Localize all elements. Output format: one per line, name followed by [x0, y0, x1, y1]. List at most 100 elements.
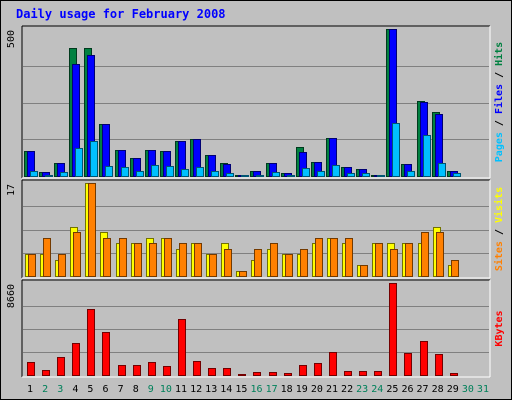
bar-pages-day-27 [423, 135, 431, 177]
series-legend-label: Pages / Files / Hits [493, 42, 505, 162]
bar-sites-day-17 [270, 243, 278, 277]
x-tick-label-day-4: 4 [72, 384, 78, 395]
bar-pages-day-5 [90, 141, 98, 177]
bar-pages-day-2 [45, 175, 53, 177]
bar-kbytes-day-26 [404, 353, 412, 376]
x-tick-label-day-12: 12 [190, 384, 202, 395]
bar-sites-day-15 [239, 271, 247, 277]
y-max-label: 500 [6, 30, 17, 48]
panel-hits-files-pages: 500 Pages / Files / Hits [6, 25, 505, 179]
legend-visits: Visits [493, 187, 505, 223]
bar-pages-day-8 [136, 171, 144, 177]
bar-sites-day-8 [134, 243, 142, 277]
bar-kbytes-day-1 [27, 362, 35, 376]
bar-sites-day-11 [179, 243, 187, 277]
panel-visits-sites: 17 Sites / Visits [6, 179, 505, 279]
legend-sites: Sites [493, 241, 505, 271]
bar-sites-day-2 [43, 238, 51, 277]
bar-kbytes-day-8 [133, 365, 141, 376]
bar-kbytes-day-6 [102, 332, 110, 376]
bar-pages-day-14 [226, 173, 234, 177]
bar-pages-day-10 [166, 166, 174, 177]
legend-pages: Pages [494, 132, 505, 162]
bar-pages-day-16 [256, 175, 264, 177]
bar-pages-day-26 [407, 171, 415, 177]
bar-kbytes-day-2 [42, 370, 50, 376]
bar-sites-day-18 [285, 254, 293, 277]
bar-kbytes-day-23 [359, 371, 367, 376]
bar-sites-day-29 [451, 260, 459, 277]
x-tick-label-day-7: 7 [118, 384, 124, 395]
legend-files: Files [493, 84, 505, 114]
bar-kbytes-day-9 [148, 362, 156, 376]
bar-sites-day-26 [405, 243, 413, 277]
x-tick-label-day-15: 15 [235, 384, 247, 395]
legend-kbytes: KBytes [494, 310, 505, 346]
x-tick-label-day-6: 6 [103, 384, 109, 395]
x-tick-label-day-23: 23 [356, 384, 368, 395]
bar-sites-day-20 [315, 238, 323, 277]
bar-sites-day-3 [58, 254, 66, 277]
bar-pages-day-25 [392, 123, 400, 177]
bar-kbytes-day-25 [389, 283, 397, 376]
bar-pages-day-21 [332, 165, 340, 177]
bar-pages-day-11 [181, 169, 189, 177]
bar-kbytes-day-14 [223, 368, 231, 376]
bar-pages-day-12 [196, 167, 204, 177]
bar-sites-day-12 [194, 243, 202, 277]
bar-sites-day-27 [421, 232, 429, 277]
bar-kbytes-day-15 [238, 374, 246, 376]
bar-pages-day-28 [438, 163, 446, 177]
bar-kbytes-day-5 [87, 309, 95, 376]
x-tick-label-day-2: 2 [42, 384, 48, 395]
bar-kbytes-day-3 [57, 357, 65, 376]
bar-pages-day-13 [211, 171, 219, 177]
x-tick-label-day-3: 3 [57, 384, 63, 395]
x-tick-label-day-13: 13 [205, 384, 217, 395]
bar-sites-day-9 [149, 243, 157, 277]
bar-pages-day-22 [347, 173, 355, 177]
y-max-label: 17 [6, 184, 17, 196]
x-tick-label-day-14: 14 [220, 384, 232, 395]
x-tick-label-day-10: 10 [160, 384, 172, 395]
x-tick-label-day-30: 30 [462, 384, 474, 395]
x-tick-label-day-18: 18 [281, 384, 293, 395]
bar-sites-day-19 [300, 249, 308, 277]
bar-sites-day-28 [436, 232, 444, 277]
x-tick-label-day-5: 5 [87, 384, 93, 395]
bar-kbytes-day-24 [374, 371, 382, 376]
bar-pages-day-29 [453, 173, 461, 177]
bar-kbytes-day-17 [269, 372, 277, 376]
bar-kbytes-day-10 [163, 366, 171, 376]
bar-pages-day-18 [287, 175, 295, 177]
legend-hits: Hits [493, 42, 505, 66]
x-tick-label-day-28: 28 [432, 384, 444, 395]
x-tick-label-day-24: 24 [371, 384, 383, 395]
bar-pages-day-23 [362, 173, 370, 177]
legend-: / [494, 114, 505, 132]
bar-pages-day-1 [30, 171, 38, 177]
x-tick-label-day-26: 26 [401, 384, 413, 395]
bar-kbytes-day-13 [208, 368, 216, 376]
bar-pages-day-15 [241, 175, 249, 177]
bar-sites-day-4 [73, 232, 81, 277]
bar-sites-day-23 [360, 265, 368, 277]
bar-sites-day-22 [345, 238, 353, 277]
bar-kbytes-day-16 [253, 372, 261, 376]
legend-: / [494, 66, 505, 84]
x-tick-label-day-8: 8 [133, 384, 139, 395]
x-tick-label-day-31: 31 [477, 384, 489, 395]
bar-pages-day-20 [317, 171, 325, 177]
y-max-label: 8660 [6, 284, 17, 308]
legend-: / [494, 223, 505, 241]
bar-sites-day-10 [164, 238, 172, 277]
bar-kbytes-day-22 [344, 371, 352, 376]
bar-kbytes-day-11 [178, 319, 186, 376]
x-tick-label-day-9: 9 [148, 384, 154, 395]
bar-kbytes-day-19 [299, 365, 307, 376]
series-legend-label: KBytes [494, 310, 505, 346]
bar-pages-day-24 [377, 175, 385, 177]
bar-pages-day-19 [302, 168, 310, 177]
x-tick-label-day-27: 27 [417, 384, 429, 395]
x-tick-label-day-1: 1 [27, 384, 33, 395]
